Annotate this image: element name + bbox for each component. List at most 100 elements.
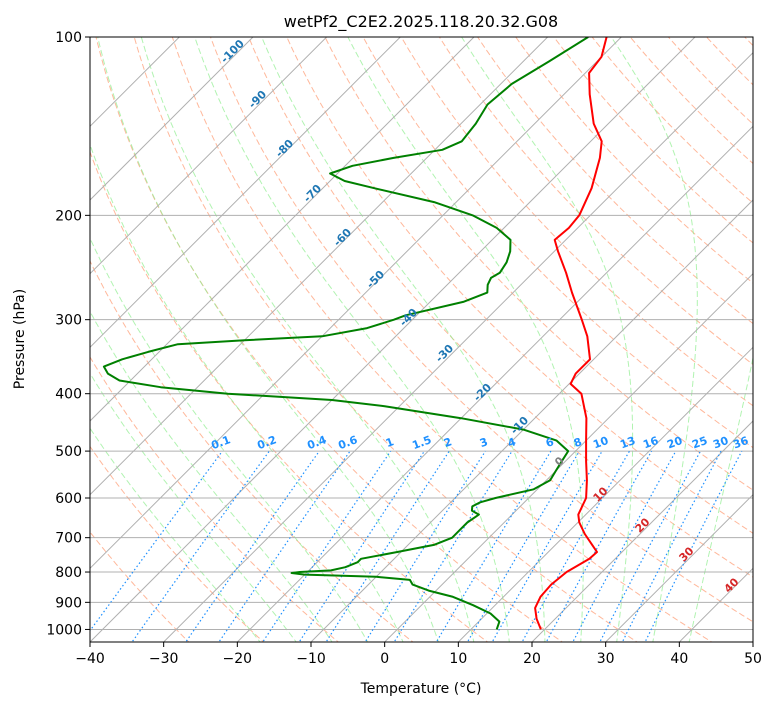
mixing-ratio-line bbox=[131, 450, 270, 642]
mixing-ratio-line bbox=[218, 450, 351, 642]
dry-adiabat bbox=[171, 37, 713, 642]
mixing-ratio-line bbox=[185, 450, 320, 642]
moist-adiabat bbox=[90, 310, 333, 642]
y-tick-label: 200 bbox=[55, 208, 82, 224]
isotherm-line bbox=[90, 37, 181, 128]
x-tick-label: 50 bbox=[744, 651, 762, 667]
dry-adiabat bbox=[553, 37, 753, 244]
dry-adiabat bbox=[400, 37, 753, 407]
mixing-ratio-label: 6 bbox=[544, 435, 556, 450]
dry-adiabat bbox=[362, 37, 753, 449]
mixing-ratio-line bbox=[599, 450, 702, 642]
dry-adiabat bbox=[90, 445, 265, 642]
x-axis: −40 −30 −20 −10 0 10 20 30 40 50 bbox=[75, 642, 762, 667]
isotherm-label: 10 bbox=[591, 484, 611, 504]
x-tick-label: 0 bbox=[380, 651, 389, 667]
mixing-ratio-label: 36 bbox=[731, 434, 750, 452]
y-tick-label: 1000 bbox=[46, 622, 82, 638]
y-axis: 1000 900 800 700 600 500 400 300 200 100 bbox=[46, 30, 90, 638]
isotherm-line bbox=[383, 272, 753, 642]
mixing-ratio-line bbox=[364, 450, 486, 642]
x-tick-label: −10 bbox=[296, 651, 326, 667]
mixing-ratio-line bbox=[90, 450, 223, 632]
mixing-ratio-label: 0.6 bbox=[336, 433, 359, 452]
isotherm-label: 20 bbox=[633, 515, 653, 535]
y-tick-label: 600 bbox=[55, 491, 82, 507]
mixing-ratio-line bbox=[644, 450, 743, 642]
isotherm-line bbox=[752, 641, 753, 642]
y-tick-label: 700 bbox=[55, 531, 82, 547]
mixing-ratio-label: 20 bbox=[665, 434, 684, 452]
y-axis-label: Pressure (hPa) bbox=[12, 289, 28, 389]
isotherm-line bbox=[90, 37, 328, 275]
dry-adiabat bbox=[438, 37, 753, 366]
mixing-ratio-line bbox=[262, 450, 392, 642]
plot-frame bbox=[89, 36, 754, 643]
dry-adiabat bbox=[90, 150, 489, 642]
isotherm-line bbox=[90, 37, 696, 642]
moist-adiabat bbox=[610, 37, 698, 642]
mixing-ratio-label: 0.1 bbox=[209, 433, 232, 452]
dry-adiabat bbox=[515, 37, 753, 284]
dry-adiabat bbox=[90, 356, 340, 642]
moist-adiabat bbox=[261, 37, 546, 642]
y-tick-label: 500 bbox=[55, 444, 82, 460]
x-axis-label: Temperature (°C) bbox=[360, 681, 482, 697]
isotherm-line bbox=[236, 125, 753, 642]
isotherm-line bbox=[90, 37, 549, 496]
isotherm-line bbox=[90, 37, 254, 201]
mixing-ratio-label: 8 bbox=[572, 435, 584, 450]
mixing-ratio-label: 0.4 bbox=[305, 433, 328, 452]
dry-adiabat bbox=[591, 37, 753, 204]
isotherm-line bbox=[531, 420, 753, 642]
x-tick-label: 40 bbox=[670, 651, 688, 667]
dry-adiabat bbox=[756, 10, 775, 645]
mixing-ratio-line bbox=[298, 450, 425, 642]
isotherm-label: -30 bbox=[433, 342, 456, 365]
x-tick-label: −30 bbox=[149, 651, 179, 667]
isotherm-line bbox=[604, 493, 753, 642]
mixing-ratio-label: 16 bbox=[641, 434, 660, 452]
dry-adiabat bbox=[90, 531, 190, 642]
chart-title: wetPf2_C2E2.2025.118.20.32.G08 bbox=[284, 12, 558, 32]
isotherm-line bbox=[90, 37, 475, 422]
y-tick-label: 900 bbox=[55, 595, 82, 611]
x-tick-label: 20 bbox=[523, 651, 541, 667]
moist-adiabat bbox=[90, 142, 404, 642]
dry-adiabat bbox=[90, 259, 414, 642]
dry-adiabat bbox=[324, 37, 753, 491]
mixing-ratio-label: 1.5 bbox=[410, 433, 433, 452]
label-layer: -100-90-80-70-60-50-40-30-20-10010203040… bbox=[209, 37, 750, 596]
mixing-ratio-line bbox=[393, 450, 513, 642]
moist-adiabat bbox=[194, 37, 510, 642]
mixing-ratio-label: 10 bbox=[591, 434, 610, 452]
isotherm-line bbox=[457, 346, 753, 642]
mixing-ratio-label: 30 bbox=[711, 434, 730, 452]
mixing-ratio-line bbox=[325, 450, 450, 642]
x-tick-label: −20 bbox=[223, 651, 253, 667]
mixing-ratio-label: 0.2 bbox=[255, 433, 278, 452]
mixing-ratio-label: 13 bbox=[618, 434, 637, 451]
isotherm-line bbox=[310, 199, 753, 642]
sounding-line bbox=[534, 37, 608, 630]
y-tick-label: 800 bbox=[55, 565, 82, 581]
y-tick-label: 400 bbox=[55, 387, 82, 403]
isotherm-label: -40 bbox=[397, 306, 420, 329]
mixing-ratio-lines bbox=[90, 450, 743, 642]
moist-adiabat bbox=[97, 37, 439, 642]
mixing-ratio-label: 1 bbox=[384, 435, 396, 450]
dry-adiabat bbox=[744, 37, 753, 47]
x-tick-label: 30 bbox=[597, 651, 615, 667]
x-tick-label: 10 bbox=[449, 651, 467, 667]
dry-adiabat bbox=[133, 37, 638, 642]
isotherm-label: -80 bbox=[273, 137, 296, 160]
mixing-ratio-label: 3 bbox=[478, 435, 490, 450]
mixing-ratio-line bbox=[466, 450, 580, 642]
moist-adiabat bbox=[90, 236, 369, 642]
dry-adiabats bbox=[90, 10, 775, 645]
x-tick-label: −40 bbox=[75, 651, 105, 667]
isotherm-label: 40 bbox=[722, 575, 742, 595]
dry-adiabat bbox=[248, 37, 753, 578]
moist-adiabat bbox=[461, 37, 634, 642]
